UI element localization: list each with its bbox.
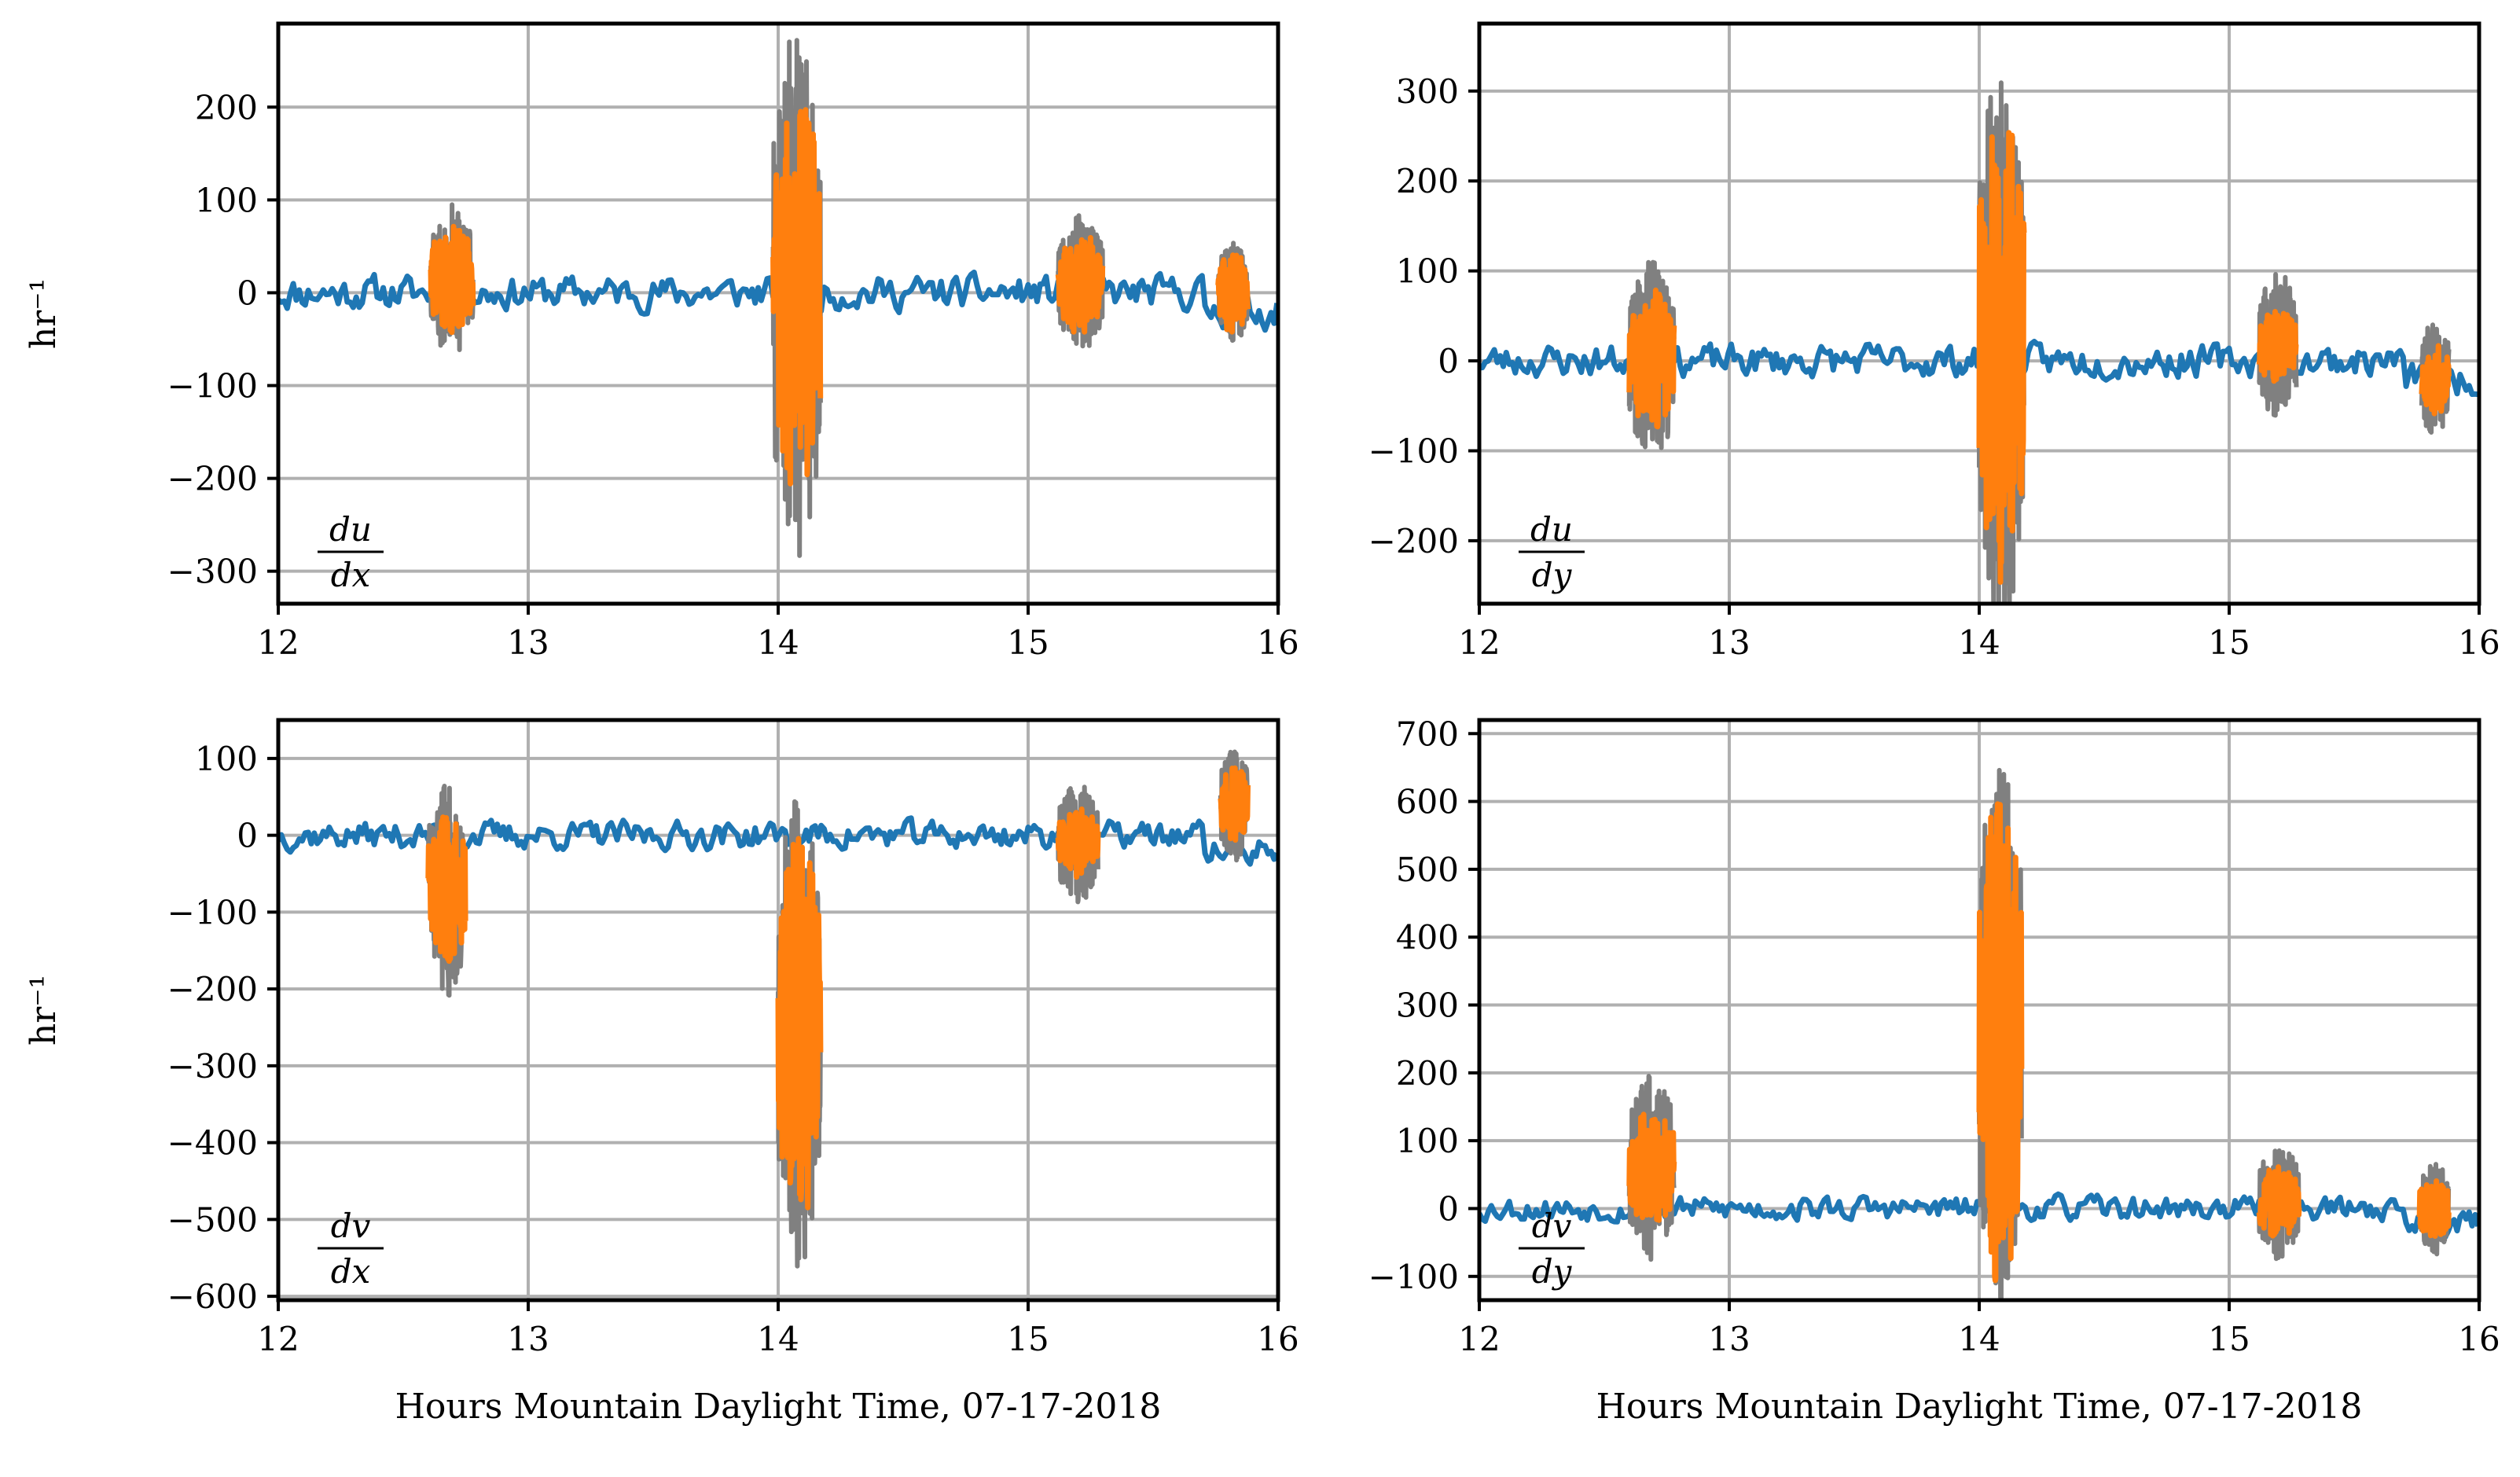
filtered-series-line — [425, 814, 468, 964]
filtered-series-line — [770, 107, 824, 487]
x-axis-label: Hours Mountain Daylight Time, 07-17-2018 — [1596, 1387, 2363, 1427]
filtered-series-line — [2256, 309, 2299, 384]
y-tick-label: 0 — [1438, 1189, 1459, 1228]
annotation-denominator: dy — [1532, 1252, 1573, 1291]
y-tick-label: 100 — [1396, 1122, 1459, 1160]
y-tick-label: −600 — [167, 1277, 258, 1316]
y-tick-label: −200 — [167, 460, 258, 498]
annotation-denominator: dy — [1532, 556, 1573, 594]
y-tick-label: −100 — [1368, 432, 1459, 470]
y-tick-label: 200 — [195, 88, 258, 127]
x-tick-label: 15 — [2208, 623, 2250, 662]
y-tick-label: −200 — [167, 970, 258, 1009]
x-tick-label: 15 — [1007, 1320, 1049, 1358]
y-tick-label: 0 — [1438, 342, 1459, 380]
y-tick-label: 0 — [237, 274, 258, 312]
y-tick-label: 100 — [195, 740, 258, 778]
y-tick-label: −100 — [167, 367, 258, 406]
x-tick-label: 12 — [257, 623, 299, 662]
y-tick-label: 300 — [1396, 987, 1459, 1025]
x-tick-label: 12 — [257, 1320, 299, 1358]
filtered-series-line — [1218, 765, 1251, 843]
x-tick-label: 12 — [1458, 623, 1500, 662]
filtered-series-line — [2416, 1178, 2452, 1239]
filtered-series-line — [1055, 235, 1106, 335]
y-tick-label: 400 — [1396, 918, 1459, 957]
panel-dv-dx: 100 0 −100 −200 −300 −400 −500 −600 12 13 14 15 16 hr… — [24, 718, 1299, 1427]
y-tick-label: 700 — [1396, 715, 1459, 753]
x-tick-label: 14 — [1958, 623, 2000, 662]
y-tick-label: 500 — [1396, 851, 1459, 889]
y-tick-label: 100 — [195, 181, 258, 219]
x-tick-label: 14 — [757, 623, 799, 662]
y-tick-label: −500 — [167, 1200, 258, 1239]
x-tick-label: 14 — [757, 1320, 799, 1358]
x-tick-label: 14 — [1958, 1320, 2000, 1358]
y-tick-label: 300 — [1396, 72, 1459, 111]
annotation-denominator: dx — [331, 1252, 371, 1291]
annotation-numerator: dv — [1532, 1207, 1572, 1245]
panel-dv-dy: 700 600 500 400 300 200 100 0 −100 12 13 14 15 16 Hour… — [1368, 715, 2500, 1427]
filtered-series-line — [1976, 801, 2025, 1284]
filtered-series-line — [1626, 1111, 1677, 1223]
x-axis-label: Hours Mountain Daylight Time, 07-17-2018 — [395, 1387, 1162, 1427]
annotation-numerator: dv — [331, 1207, 371, 1245]
y-tick-label: 200 — [1396, 1054, 1459, 1093]
y-tick-label: −100 — [167, 893, 258, 931]
filtered-series-line — [1215, 252, 1251, 335]
x-tick-label: 16 — [2458, 623, 2500, 662]
panel-du-dx: 200 100 0 −100 −200 −300 12 13 14 15 16 hr⁻¹ du dx — [24, 21, 1299, 662]
x-tick-label: 15 — [2208, 1320, 2250, 1358]
filtered-series-line — [775, 836, 824, 1211]
panel-du-dy: 300 200 100 0 −100 −200 12 13 14 15 16 du dy — [1368, 21, 2500, 662]
y-tick-label: 200 — [1396, 162, 1459, 200]
x-tick-label: 16 — [1257, 1320, 1299, 1358]
x-tick-label: 16 — [2458, 1320, 2500, 1358]
x-tick-label: 15 — [1007, 623, 1049, 662]
x-tick-label: 13 — [1708, 623, 1750, 662]
x-tick-label: 13 — [507, 623, 549, 662]
y-axis-label: hr⁻¹ — [24, 975, 64, 1045]
y-tick-label: −200 — [1368, 522, 1459, 560]
filtered-series-line — [428, 223, 476, 336]
y-tick-label: 600 — [1396, 783, 1459, 821]
x-tick-label: 13 — [507, 1320, 549, 1358]
x-tick-label: 12 — [1458, 1320, 1500, 1358]
y-tick-label: 100 — [1396, 252, 1459, 291]
annotation-numerator: du — [1530, 510, 1573, 549]
filtered-series-line — [1976, 130, 2027, 585]
y-tick-label: 0 — [237, 817, 258, 855]
annotation-numerator: du — [329, 510, 372, 549]
y-axis-label: hr⁻¹ — [24, 278, 64, 349]
filtered-series-line — [1626, 287, 1677, 430]
x-tick-label: 13 — [1708, 1320, 1750, 1358]
filtered-series-line — [2419, 343, 2452, 417]
y-tick-label: −300 — [167, 1047, 258, 1086]
y-tick-label: −300 — [167, 553, 258, 591]
y-tick-label: −100 — [1368, 1258, 1459, 1296]
annotation-denominator: dx — [331, 556, 371, 594]
filtered-series-line — [1055, 806, 1101, 880]
x-tick-label: 16 — [1257, 623, 1299, 662]
y-tick-label: −400 — [167, 1124, 258, 1163]
filtered-series-line — [2256, 1164, 2302, 1239]
